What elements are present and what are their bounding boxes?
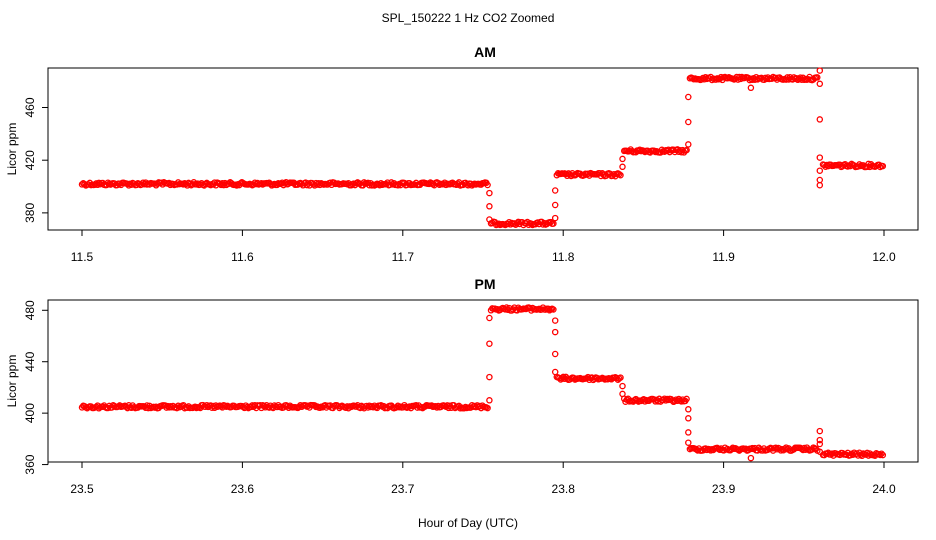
pm-panel: PM Licor ppm 23.5 23.6 23.7 23.8 23.9 24.0 36… xyxy=(5,276,919,496)
am-transition-point xyxy=(816,176,824,184)
pm-y-tick-label: 360 xyxy=(23,454,37,474)
pm-transition-point xyxy=(685,415,692,422)
am-transition-point xyxy=(486,203,493,210)
am-transition-point xyxy=(685,93,692,101)
am-transition-point xyxy=(619,163,626,171)
am-transition-point xyxy=(685,141,692,148)
am-data-point xyxy=(879,162,887,170)
am-transition-point xyxy=(816,67,824,74)
am-plot-frame xyxy=(47,67,919,231)
pm-transition-point xyxy=(551,317,559,324)
am-transition-point xyxy=(816,154,824,161)
pm-points xyxy=(78,304,887,462)
pm-transition-point xyxy=(685,439,692,446)
pm-transition-point xyxy=(486,314,493,322)
pm-transition-point xyxy=(619,382,626,390)
am-data-point xyxy=(683,146,690,154)
pm-data-point xyxy=(617,374,624,381)
pm-transition-point xyxy=(486,373,493,381)
am-x-tick-label: 11.8 xyxy=(552,250,575,264)
am-x-tick-label: 11.5 xyxy=(71,250,94,264)
am-y-axis-label: Licor ppm xyxy=(5,123,19,176)
am-data-point xyxy=(636,146,644,154)
pm-y-tick-label: 440 xyxy=(23,351,37,371)
am-y-axis: 380 420 460 xyxy=(23,97,49,223)
pm-x-tick-label: 23.8 xyxy=(552,482,576,496)
pm-panel-title: PM xyxy=(475,276,496,292)
am-data-point xyxy=(550,220,557,227)
am-x-tick-label: 11.6 xyxy=(231,250,254,264)
am-data-point xyxy=(615,170,623,178)
am-transition-point xyxy=(816,181,824,189)
am-x-tick-label: 11.9 xyxy=(712,250,735,264)
am-transition-point xyxy=(816,167,824,174)
pm-transition-point xyxy=(685,406,692,413)
pm-y-axis-label: Licor ppm xyxy=(5,355,19,408)
am-transition-point xyxy=(551,187,559,194)
pm-data-point xyxy=(876,451,884,459)
pm-y-axis: 360 400 440 480 xyxy=(23,300,49,475)
am-transition-point xyxy=(486,216,493,223)
x-axis-label: Hour of Day (UTC) xyxy=(418,516,518,530)
am-panel-title: AM xyxy=(474,44,496,60)
pm-data-point xyxy=(683,395,690,403)
am-transition-point xyxy=(816,116,824,123)
pm-transition-point xyxy=(816,448,824,455)
pm-y-tick-label: 480 xyxy=(23,300,37,320)
am-transition-point xyxy=(685,118,692,126)
pm-data-point xyxy=(878,450,885,457)
pm-data-point xyxy=(772,444,779,452)
pm-data-point xyxy=(879,451,887,459)
pm-transition-point xyxy=(551,368,559,376)
am-data-point xyxy=(617,171,624,179)
am-transition-point xyxy=(816,80,824,88)
pm-plot-frame xyxy=(47,299,919,463)
pm-transition-point xyxy=(551,350,559,358)
am-transition-point xyxy=(551,214,559,222)
pm-transition-point xyxy=(551,328,559,336)
am-y-tick-label: 460 xyxy=(23,97,37,117)
am-data-point xyxy=(712,76,720,83)
pm-x-tick-label: 23.6 xyxy=(231,482,255,496)
pm-x-tick-label: 24.0 xyxy=(872,482,896,496)
pm-transition-point xyxy=(747,454,755,462)
pm-x-tick-label: 23.5 xyxy=(70,482,94,496)
am-y-tick-label: 380 xyxy=(23,203,37,223)
am-points xyxy=(78,67,887,229)
pm-data-point xyxy=(550,306,557,313)
pm-transition-point xyxy=(685,429,692,436)
pm-x-tick-label: 23.9 xyxy=(712,482,736,496)
am-data-point xyxy=(609,172,616,179)
pm-data-point xyxy=(716,446,724,454)
am-transition-point xyxy=(486,189,493,197)
am-transition-point xyxy=(747,84,755,92)
am-transition-point xyxy=(619,155,626,163)
pm-x-tick-label: 23.7 xyxy=(391,482,415,496)
pm-transition-point xyxy=(816,440,824,448)
pm-transition-point xyxy=(816,427,824,435)
am-data-point xyxy=(484,181,491,189)
am-data-point xyxy=(534,219,542,226)
am-x-axis: 11.5 11.6 11.7 11.8 11.9 12.0 xyxy=(71,229,896,264)
am-transition-point xyxy=(551,201,559,209)
pm-transition-point xyxy=(486,340,493,347)
am-data-point xyxy=(814,74,821,81)
am-x-tick-label: 11.7 xyxy=(392,250,415,264)
pm-data-point xyxy=(484,404,491,412)
pm-transition-point xyxy=(486,397,493,404)
am-y-tick-label: 420 xyxy=(23,150,37,170)
pm-x-axis: 23.5 23.6 23.7 23.8 23.9 24.0 xyxy=(70,461,896,496)
pm-transition-point xyxy=(816,436,824,444)
figure-title: SPL_150222 1 Hz CO2 Zoomed xyxy=(382,11,555,25)
am-x-tick-label: 12.0 xyxy=(872,250,896,264)
am-panel: AM Licor ppm 11.5 11.6 11.7 11.8 11.9 12.0 38… xyxy=(5,44,919,264)
pm-y-tick-label: 400 xyxy=(23,403,37,423)
pm-transition-point xyxy=(619,390,626,398)
